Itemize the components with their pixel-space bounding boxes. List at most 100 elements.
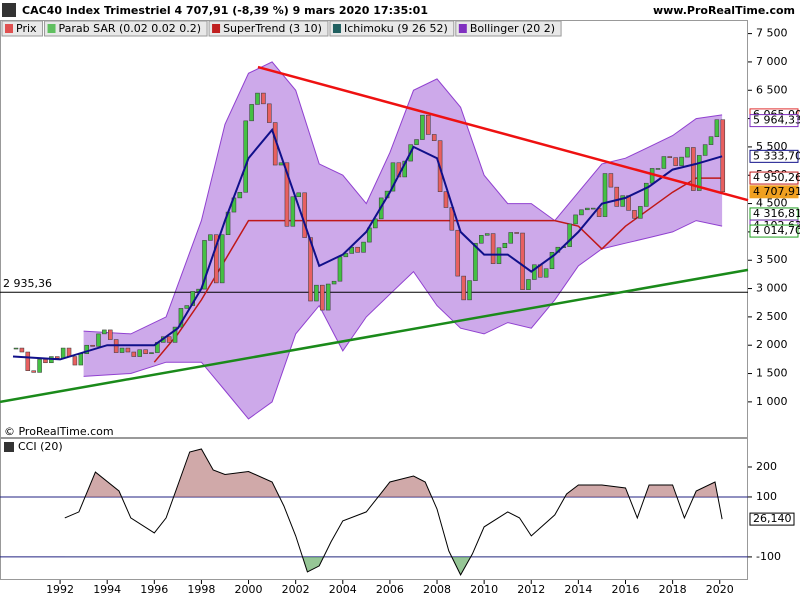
- y-tick-label: 7 500: [756, 27, 788, 40]
- candle: [685, 147, 690, 158]
- legend-label: Bollinger (20 2): [470, 22, 555, 35]
- cci-line: [64, 448, 723, 576]
- candle: [102, 329, 107, 335]
- candle: [284, 162, 290, 227]
- legend-swatch: [5, 24, 13, 33]
- candle: [467, 280, 472, 301]
- candle: [13, 347, 19, 350]
- legend: Prix Parab SAR (0.02 0.02 0.2) SuperTrend …: [1, 20, 562, 37]
- candle: [502, 242, 508, 249]
- cci-label: 26,140: [753, 512, 792, 525]
- candle: [673, 157, 678, 166]
- candle: [131, 351, 137, 357]
- candle: [655, 168, 661, 170]
- candle: [143, 349, 148, 354]
- price-label: 4 950,26: [753, 171, 800, 184]
- legend-label: Ichimoku (9 26 52): [344, 22, 448, 35]
- bollinger-upper: [83, 61, 723, 335]
- candle: [632, 210, 637, 219]
- price-label: 5 964,33: [753, 114, 800, 127]
- cci-name: CCI (20): [18, 440, 63, 453]
- candle: [585, 207, 590, 211]
- candle: [461, 275, 466, 301]
- candle: [278, 162, 284, 166]
- candle: [496, 247, 502, 264]
- x-tick-label: 2016: [611, 583, 639, 596]
- x-tick-label: 2012: [517, 583, 545, 596]
- candle: [72, 356, 78, 366]
- candle: [526, 279, 531, 290]
- h-line-label: 2 935,36: [3, 277, 52, 290]
- candle: [255, 92, 260, 105]
- y-tick-label: 1 500: [756, 367, 788, 380]
- candle: [638, 206, 643, 219]
- candle: [343, 253, 349, 258]
- candle: [96, 333, 101, 347]
- cci-label-box: [749, 512, 795, 526]
- candle: [31, 370, 36, 373]
- price-label-box: [749, 185, 799, 199]
- candle: [443, 191, 449, 208]
- candle: [649, 168, 655, 184]
- candle: [314, 284, 319, 302]
- x-tick-label: 1994: [93, 583, 121, 596]
- candle: [473, 242, 478, 281]
- y-tick-label: 6 500: [756, 83, 788, 96]
- y-tick-label: 4 500: [756, 197, 788, 210]
- candle: [426, 114, 431, 135]
- candle: [514, 232, 519, 234]
- legend-swatch: [332, 24, 341, 33]
- candle: [691, 147, 696, 191]
- candle: [696, 155, 702, 191]
- candle: [532, 264, 537, 280]
- candle: [355, 246, 360, 253]
- legend-box: [44, 20, 208, 37]
- trendline: [0, 268, 749, 404]
- y-tick-label: 200: [756, 460, 777, 473]
- price-label: 4 014,70: [753, 224, 800, 237]
- candle: [149, 352, 154, 354]
- x-tick-label: 2004: [329, 583, 357, 596]
- candle: [679, 156, 684, 166]
- candle: [479, 235, 484, 244]
- y-tick-label: 5 500: [756, 140, 788, 153]
- candle: [614, 186, 620, 207]
- legend-box: [329, 20, 455, 37]
- candle: [579, 209, 584, 216]
- candle: [549, 252, 555, 269]
- candle: [137, 349, 142, 357]
- candle: [184, 305, 190, 309]
- candle: [37, 359, 42, 373]
- y-tick-label: -100: [756, 550, 781, 563]
- candle: [166, 336, 172, 343]
- x-tick-label: 2014: [564, 583, 592, 596]
- legend-swatch: [47, 24, 56, 33]
- price-label-box: [749, 149, 799, 163]
- x-tick-label: 2002: [282, 583, 310, 596]
- legend-box: [208, 20, 329, 37]
- candle: [573, 214, 578, 225]
- candle: [543, 268, 549, 278]
- candle: [302, 192, 307, 238]
- candle: [219, 234, 225, 284]
- candle: [490, 233, 496, 264]
- candle: [620, 195, 625, 207]
- candle: [296, 192, 301, 198]
- candle: [661, 156, 667, 169]
- candle: [420, 114, 425, 140]
- candle: [714, 119, 720, 137]
- candle: [455, 229, 461, 277]
- y-tick-label: 100: [756, 490, 777, 503]
- legend-box: [455, 20, 562, 37]
- candle: [249, 104, 254, 122]
- x-tick-label: 2008: [423, 583, 451, 596]
- y-tick-label: 3 000: [756, 282, 788, 295]
- candle: [43, 359, 48, 364]
- legend-label: Parab SAR (0.02 0.02 0.2): [59, 22, 202, 35]
- candle: [643, 182, 649, 207]
- bollinger-lower: [83, 220, 723, 420]
- supertrend: [153, 177, 723, 363]
- candle: [267, 103, 272, 123]
- candle: [508, 232, 514, 244]
- candle: [520, 232, 525, 290]
